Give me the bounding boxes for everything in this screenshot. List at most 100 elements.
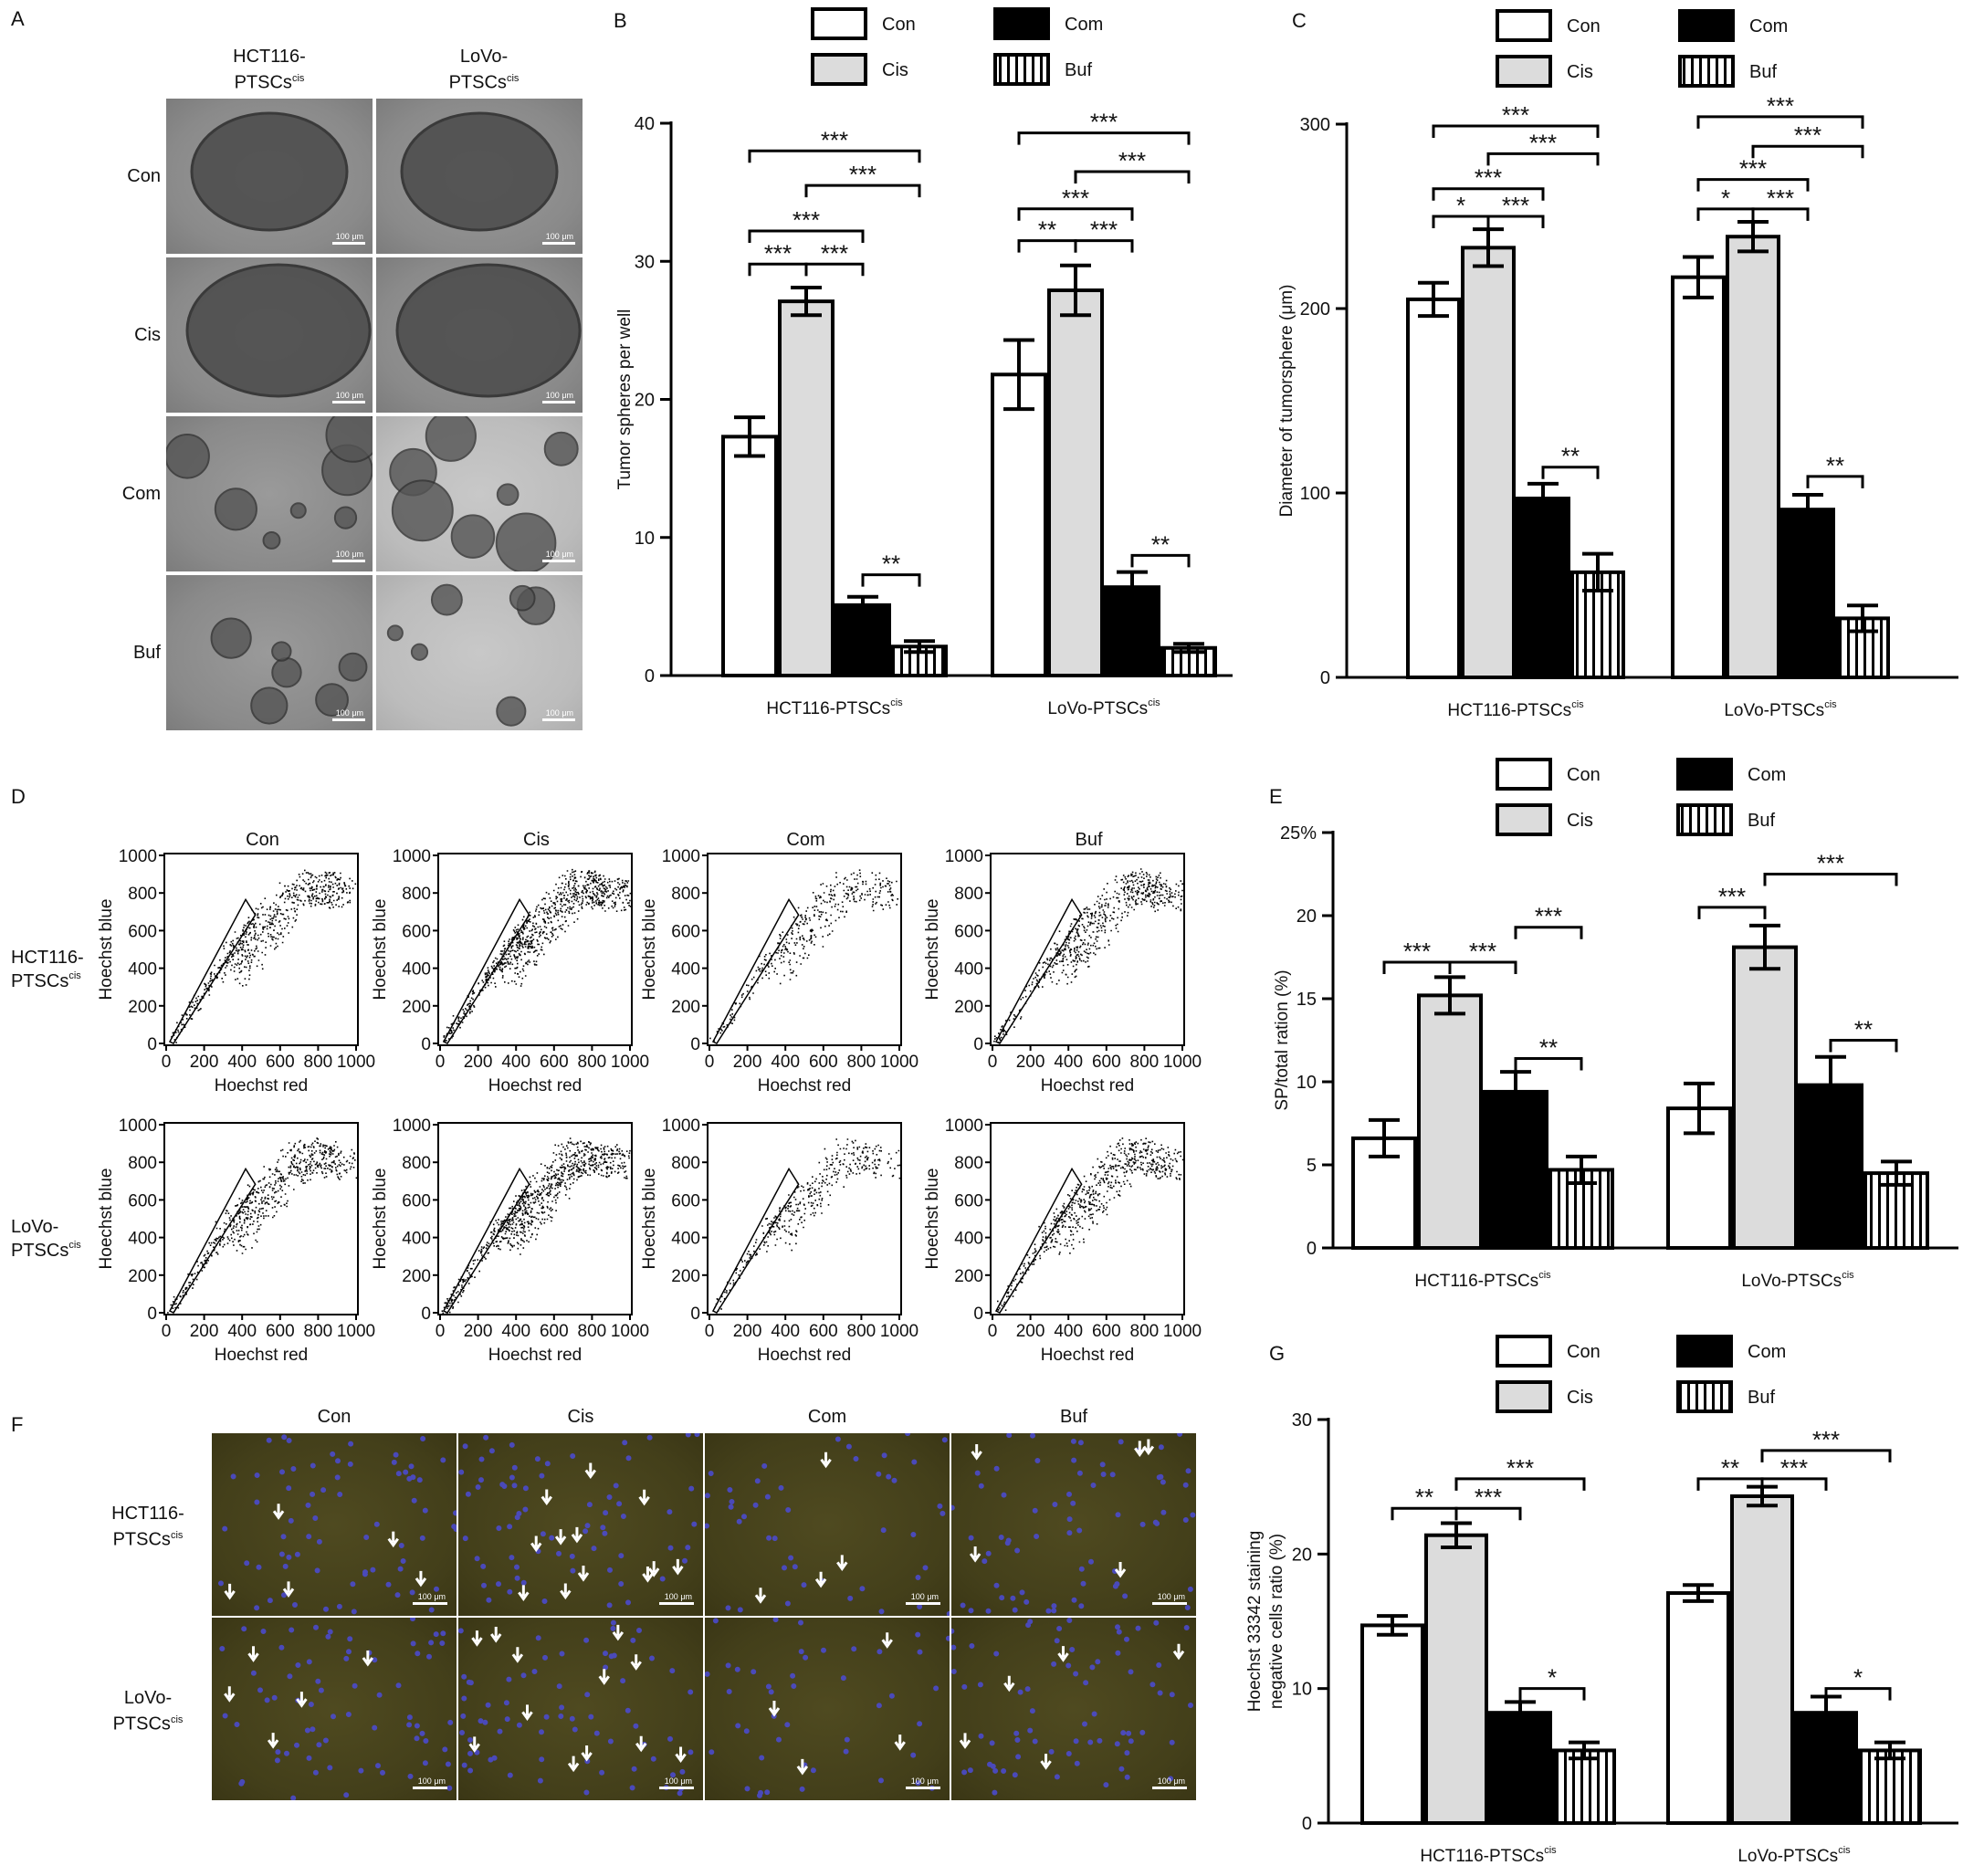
- arrow-icon: [881, 1632, 893, 1649]
- arrow-icon: [282, 1581, 295, 1598]
- scale-bar: [332, 560, 365, 562]
- legend-swatch-buf: [1676, 1380, 1733, 1413]
- significance-bracket: [1760, 1449, 1892, 1462]
- small-sphere: [495, 512, 557, 571]
- y-tick-label: 200: [402, 1267, 431, 1286]
- sp-gate: [442, 897, 530, 1044]
- x-axis-label: Hoechst red: [1041, 1076, 1134, 1095]
- chart-e: E Con Cis Com Buf 0 5 10 15 20 25% SP/total ration …: [1269, 758, 1958, 1291]
- stained-cells: [705, 1618, 950, 1798]
- scatter-plot: 0020020040040060060080080010001000Hoechs…: [371, 847, 649, 1095]
- y-tick-label: 600: [128, 922, 157, 941]
- x-tick-label: 600: [809, 1053, 838, 1072]
- arrow-icon: [560, 1583, 572, 1600]
- arrow-icon: [814, 1571, 827, 1588]
- sp-gate: [442, 1167, 530, 1314]
- x-tick-label: 200: [733, 1322, 762, 1341]
- x-tick-label: 1000: [880, 1053, 919, 1072]
- small-sphere: [430, 583, 463, 616]
- scale-bar-label: 100 μm: [910, 1592, 939, 1601]
- significance-bracket: [1486, 152, 1600, 166]
- tumorsphere: [185, 263, 372, 398]
- chart-c: C Con Cis Com Buf 0 100 200 300 Diameter of tumor…: [1277, 9, 1958, 720]
- significance-label: ***: [1529, 129, 1557, 156]
- y-tick-label: 1000: [393, 847, 431, 866]
- panel-label-a: A: [11, 7, 25, 30]
- panel-d-row-label: LoVo-: [11, 1217, 58, 1237]
- x-tick-label: 200: [733, 1053, 762, 1072]
- significance-bracket: [804, 183, 921, 198]
- panel-f-col-label-com: Com: [807, 1407, 847, 1427]
- arrow-icon: [1057, 1646, 1069, 1662]
- y-tick-label: 600: [671, 1191, 700, 1210]
- arrow-icon: [1114, 1561, 1127, 1578]
- spheroid-image: [395, 263, 582, 398]
- y-tick-label: 200: [954, 1267, 983, 1286]
- legend-swatch-con: [1496, 9, 1552, 42]
- legend-swatch-buf: [993, 53, 1050, 86]
- y-tick-label: 1000: [119, 847, 157, 866]
- y-axis-label: Hoechst blue: [371, 899, 390, 1001]
- y-tick-label: 600: [671, 922, 700, 941]
- y-axis-label: Diameter of tumorsphere (μm): [1277, 285, 1296, 518]
- legend-label-con: Con: [1567, 1342, 1601, 1362]
- scale-bar: [413, 1787, 447, 1789]
- scale-bar: [332, 718, 365, 721]
- micrograph: 100 μm: [166, 99, 373, 254]
- plot-frame: [437, 853, 633, 1046]
- panel-a-row-label-buf: Buf: [132, 643, 161, 663]
- y-tick-label: 10: [1292, 1680, 1312, 1700]
- scale-bar-label: 100 μm: [1157, 1592, 1185, 1601]
- scale-bar: [542, 560, 575, 562]
- significance-label: ***: [821, 239, 848, 267]
- y-tick-label: 1000: [662, 847, 700, 866]
- significance-bracket: [1751, 144, 1864, 159]
- arrow-icon: [567, 1755, 580, 1773]
- scatter-points: [167, 1137, 358, 1314]
- small-sphere: [289, 502, 307, 519]
- chart-b: B Con Cis Com Buf 0 10 20 30 40 Tumor spheres per …: [614, 7, 1233, 718]
- scatter-plot: 0020020040040060060080080010001000Hoechs…: [640, 847, 919, 1095]
- y-tick-label: 800: [954, 1154, 983, 1173]
- y-tick-label: 1000: [393, 1116, 431, 1136]
- arrow-icon: [642, 1566, 654, 1583]
- fluorescence-image: 100 μm: [458, 1433, 703, 1616]
- significance-bracket: [1751, 207, 1810, 221]
- y-tick-label: 0: [421, 1305, 431, 1324]
- legend-swatch-buf: [1678, 55, 1735, 88]
- x-tick-label: 400: [501, 1053, 530, 1072]
- y-tick-label: 400: [128, 960, 157, 980]
- legend-label-buf: Buf: [1749, 62, 1777, 82]
- scale-bar: [542, 401, 575, 403]
- micrograph: 100 μm: [166, 416, 373, 571]
- legend-label-buf: Buf: [1748, 1388, 1775, 1408]
- y-tick-label: 0: [973, 1305, 983, 1324]
- significance-label: **: [1415, 1483, 1433, 1511]
- arrow-icon: [247, 1646, 259, 1662]
- panel-a-row-label-cis: Cis: [134, 325, 161, 345]
- stained-cells: [951, 1433, 1196, 1614]
- legend-swatch-cis: [1496, 803, 1552, 836]
- small-sphere: [496, 483, 520, 507]
- panel-label-c: C: [1292, 9, 1307, 32]
- legend-swatch-cis: [811, 53, 867, 86]
- arrow-icon: [362, 1650, 374, 1667]
- y-tick-label: 400: [671, 960, 700, 980]
- plot-frame: [707, 1122, 902, 1315]
- arrow-icon: [387, 1531, 399, 1548]
- x-tick-label: 200: [1016, 1322, 1045, 1341]
- significance-bracket: [1454, 1477, 1586, 1491]
- significance-bracket: [748, 229, 865, 243]
- category-label: HCT116-PTSCscis: [766, 697, 903, 718]
- y-tick-label: 400: [671, 1230, 700, 1249]
- x-tick-label: 600: [809, 1322, 838, 1341]
- arrow-icon: [836, 1555, 848, 1571]
- arrow-icon: [224, 1686, 236, 1703]
- scale-bar: [542, 718, 575, 721]
- arrow-icon: [296, 1692, 308, 1708]
- significance-bracket: [748, 149, 921, 163]
- sp-gate: [168, 897, 257, 1044]
- significance-label: ***: [1475, 1483, 1502, 1511]
- y-tick-label: 40: [635, 114, 655, 134]
- sp-gate: [994, 1167, 1083, 1314]
